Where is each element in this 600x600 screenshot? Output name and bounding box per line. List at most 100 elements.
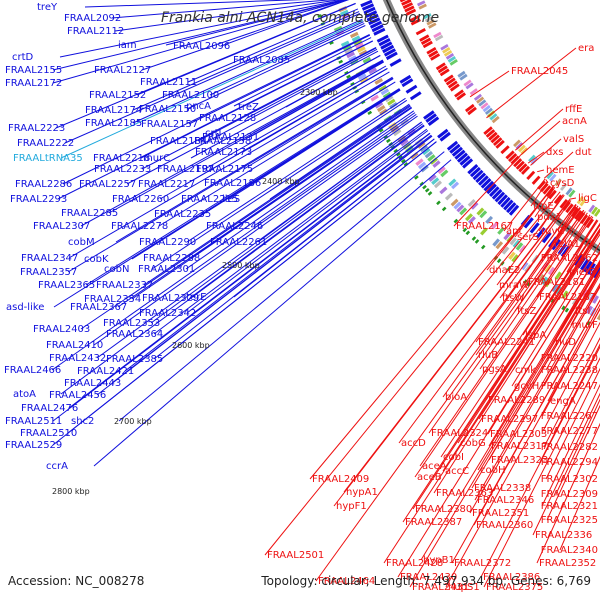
- gene-label-forward[interactable]: FRAAL2421: [77, 366, 134, 377]
- gene-label-reverse[interactable]: valS: [563, 134, 584, 145]
- gene-label-reverse[interactable]: FRAAL2372: [454, 558, 511, 569]
- gene-label-forward[interactable]: ccrA: [46, 461, 68, 472]
- gene-label-forward[interactable]: FRAAL2185: [85, 118, 142, 129]
- gene-label-forward[interactable]: FRAAL2307: [33, 221, 90, 232]
- gene-label-forward[interactable]: cobM: [68, 237, 95, 248]
- gene-label-reverse[interactable]: FRAAL2387: [405, 517, 462, 528]
- gene-label-forward[interactable]: FRAAL2174: [85, 105, 142, 116]
- gene-label-forward[interactable]: FRAAL2301: [138, 264, 195, 275]
- gene-label-reverse[interactable]: pgsA: [482, 364, 507, 375]
- gene-label-forward[interactable]: FRAAL2529: [5, 440, 62, 451]
- gene-label-forward[interactable]: FRAAL2155: [5, 65, 62, 76]
- gene-label-forward[interactable]: FRAAL2286: [15, 179, 72, 190]
- gene-label-reverse[interactable]: FRAAL2428: [386, 558, 443, 569]
- gene-label-reverse[interactable]: FRAAL2302: [541, 474, 598, 485]
- gene-label-reverse[interactable]: serS: [517, 232, 539, 243]
- gene-label-forward[interactable]: FRAAL2096: [173, 41, 230, 52]
- gene-label-forward[interactable]: FRAAL2410: [46, 340, 103, 351]
- gene-label-forward[interactable]: crtI: [205, 128, 221, 139]
- gene-label-reverse[interactable]: FRAAL2045: [511, 66, 568, 77]
- gene-label-forward[interactable]: FRAAL2246: [206, 221, 263, 232]
- gene-label-reverse[interactable]: murF: [572, 320, 598, 331]
- gene-label-reverse[interactable]: bioA: [445, 392, 467, 403]
- gene-label-reverse[interactable]: rluD: [555, 337, 576, 348]
- gene-label-reverse[interactable]: FRAAL2277: [541, 426, 598, 437]
- gene-label-forward[interactable]: FRAAL2476: [21, 403, 78, 414]
- gene-label-forward[interactable]: FRAAL2100: [162, 90, 219, 101]
- gene-label-reverse[interactable]: ftsW: [502, 293, 524, 304]
- gene-label-reverse[interactable]: FRAAL2346: [477, 495, 534, 506]
- gene-label-forward[interactable]: crtD: [12, 52, 34, 63]
- gene-label-forward[interactable]: FRAAL2152: [89, 90, 146, 101]
- gene-label-forward[interactable]: FRAAL2347: [21, 253, 78, 264]
- gene-label-reverse[interactable]: dxs: [546, 147, 563, 158]
- gene-label-reverse[interactable]: cobH: [480, 465, 505, 476]
- gene-label-reverse[interactable]: FRAAL2220: [541, 353, 598, 364]
- gene-label-reverse[interactable]: FRAAL2282: [541, 442, 598, 453]
- gene-label-reverse[interactable]: FRAAL2501: [267, 550, 324, 561]
- gene-label-forward[interactable]: ileS: [222, 194, 240, 205]
- gene-label-forward[interactable]: FRAAL2342: [139, 308, 196, 319]
- gene-label-reverse[interactable]: ligC: [578, 193, 597, 204]
- gene-label-forward[interactable]: FRAAL2354: [84, 294, 141, 305]
- gene-label-reverse[interactable]: ruvC: [541, 226, 564, 237]
- gene-label-forward[interactable]: FRAAL2127: [94, 65, 151, 76]
- gene-label-forward[interactable]: murC: [143, 153, 170, 164]
- gene-label-forward[interactable]: FRAAL2217: [138, 179, 195, 190]
- gene-label-reverse[interactable]: hypA1: [346, 487, 378, 498]
- gene-label-reverse[interactable]: FRAAL2238: [541, 365, 598, 376]
- gene-label-forward[interactable]: treZ: [238, 102, 259, 113]
- gene-label-reverse[interactable]: FRAAL2409: [312, 474, 369, 485]
- gene-label-reverse[interactable]: FRAAL2336: [535, 530, 592, 541]
- gene-label-forward[interactable]: FRAAL2353: [103, 318, 160, 329]
- gene-label-forward[interactable]: FRAAL2172: [5, 78, 62, 89]
- gene-label-reverse[interactable]: relA1: [554, 239, 580, 250]
- gene-label-reverse[interactable]: FRAAL2309: [541, 489, 598, 500]
- gene-label-reverse[interactable]: ftsZ: [517, 306, 536, 317]
- gene-label-reverse[interactable]: rluB: [478, 350, 498, 361]
- gene-label-reverse[interactable]: FRAAL2187: [539, 292, 596, 303]
- gene-label-forward[interactable]: FRAAL2184: [150, 136, 207, 147]
- gene-label-forward[interactable]: FRAAL2432: [49, 353, 106, 364]
- gene-label-forward[interactable]: FRAAL2223: [8, 123, 65, 134]
- gene-label-reverse[interactable]: trpE: [533, 201, 554, 212]
- gene-label-forward[interactable]: shc2: [71, 416, 94, 427]
- gene-label-forward[interactable]: FRAAL2290: [139, 237, 196, 248]
- gene-label-reverse[interactable]: cobI: [443, 452, 464, 463]
- gene-label-forward[interactable]: atoA: [13, 389, 36, 400]
- gene-label-forward[interactable]: FRAAL2466: [4, 365, 61, 376]
- gene-label-reverse[interactable]: FRAAL2352: [539, 558, 596, 569]
- gene-labels[interactable]: treYFRAAL2092FRAAL2112iamcrtDFRAAL2096FR…: [4, 2, 598, 593]
- gene-label-reverse[interactable]: FRAAL2338: [474, 483, 531, 494]
- gene-label-reverse[interactable]: dnaE2: [489, 265, 521, 276]
- gene-label-reverse[interactable]: FRAAL2303: [490, 429, 547, 440]
- gene-label-reverse[interactable]: FRAAL2321: [541, 501, 598, 512]
- gene-label-forward[interactable]: FRAAL2260: [112, 194, 169, 205]
- gene-label-reverse[interactable]: gcvH: [514, 381, 539, 392]
- gene-label-reverse[interactable]: cysD: [550, 178, 575, 189]
- gene-label-forward[interactable]: FRAAL2215: [181, 194, 238, 205]
- gene-label-reverse[interactable]: FRAAL2323: [491, 455, 548, 466]
- gene-label-reverse[interactable]: FRAAL2351: [472, 508, 529, 519]
- gene-label-reverse[interactable]: era: [578, 43, 594, 54]
- gene-label-reverse[interactable]: rffE: [565, 104, 582, 115]
- gene-label-reverse[interactable]: FRAAL2167: [456, 221, 513, 232]
- gene-label-forward[interactable]: FRAAL2157: [141, 119, 198, 130]
- gene-label-forward[interactable]: FRAAL2233: [94, 164, 151, 175]
- gene-label-forward[interactable]: FRAAL2186: [204, 178, 261, 189]
- gene-label-forward[interactable]: pncA: [186, 101, 211, 112]
- gene-label-forward[interactable]: FRAAL2329: [142, 293, 199, 304]
- gene-label-reverse[interactable]: FRAAL2267: [541, 411, 598, 422]
- gene-label-reverse[interactable]: ftsI: [575, 306, 590, 317]
- gene-label-reverse[interactable]: FRAAL2294: [541, 457, 598, 468]
- gene-label-forward[interactable]: FRAAL2403: [33, 324, 90, 335]
- gene-label-reverse[interactable]: hypB1: [423, 555, 455, 566]
- gene-label-forward[interactable]: FRAAL2112: [67, 26, 124, 37]
- gene-label-reverse[interactable]: cobG: [460, 438, 486, 449]
- gene-label-forward[interactable]: terE: [186, 292, 207, 303]
- gene-label-forward[interactable]: FRAAL2150: [139, 104, 196, 115]
- gene-label-reverse[interactable]: FRAAL2360: [476, 520, 533, 531]
- gene-label-reverse[interactable]: hemE: [546, 165, 575, 176]
- gene-label-reverse[interactable]: lspA: [525, 330, 546, 341]
- gene-label-reverse[interactable]: FRAAL2386: [483, 572, 540, 583]
